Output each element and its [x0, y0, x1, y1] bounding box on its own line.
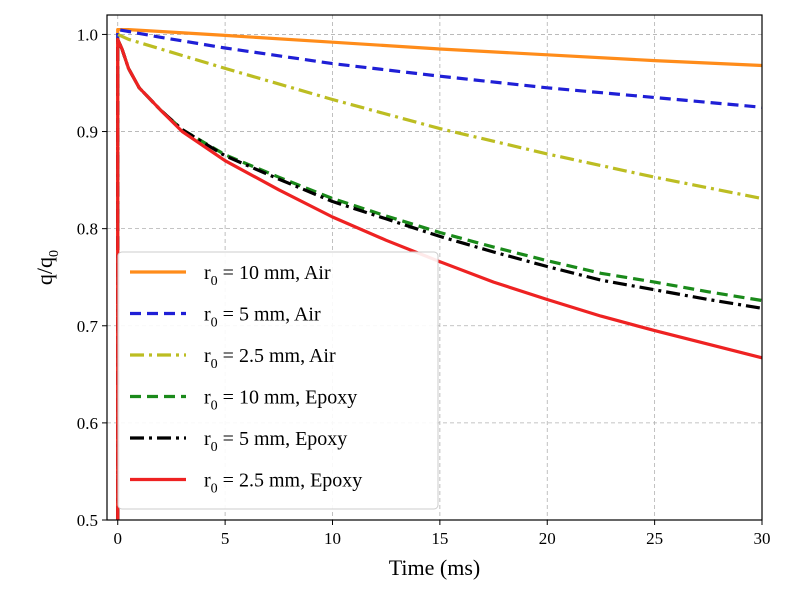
legend-label-3: r0 = 2.5 mm, Air [204, 345, 336, 372]
x-tick-label: 15 [431, 529, 448, 548]
y-tick-label: 0.7 [77, 317, 99, 336]
x-tick-label: 5 [221, 529, 230, 548]
series-line-4 [116, 37, 763, 520]
legend-label-2: r0 = 5 mm, Air [204, 304, 321, 331]
y-tick-label: 1.0 [77, 25, 98, 44]
series-line-3 [116, 32, 763, 520]
axis-ticks: 0 5 10 15 20 25 30 0.5 0.6 0.7 0.8 0.9 1.0 [77, 25, 771, 548]
plot-frame [106, 14, 763, 521]
y-axis-title: q/q0 [32, 250, 62, 285]
x-axis-title: Time (ms) [389, 555, 480, 580]
legend-label-4: r0 = 10 mm, Epoxy [204, 387, 357, 414]
series-line-6 [116, 37, 763, 520]
series-layer [116, 28, 763, 520]
x-tick-label: 20 [539, 529, 556, 548]
y-tick-label: 0.6 [77, 414, 98, 433]
y-tick-label: 0.9 [77, 123, 98, 142]
x-tick-label: 25 [646, 529, 663, 548]
x-tick-label: 10 [324, 529, 341, 548]
y-tick-label: 0.8 [77, 220, 98, 239]
x-tick-label: 30 [754, 529, 771, 548]
y-tick-label: 0.5 [77, 511, 98, 530]
legend-label-1: r0 = 10 mm, Air [204, 262, 331, 289]
legend-label-5: r0 = 5 mm, Epoxy [204, 428, 347, 455]
legend: r0 = 10 mm, Air r0 = 5 mm, Air r0 = 2.5 mm… [117, 251, 439, 510]
series-line-2 [116, 28, 763, 520]
legend-box [117, 251, 439, 510]
x-tick-label: 0 [113, 529, 122, 548]
series-line-5 [116, 37, 763, 520]
legend-label-6: r0 = 2.5 mm, Epoxy [204, 470, 362, 497]
